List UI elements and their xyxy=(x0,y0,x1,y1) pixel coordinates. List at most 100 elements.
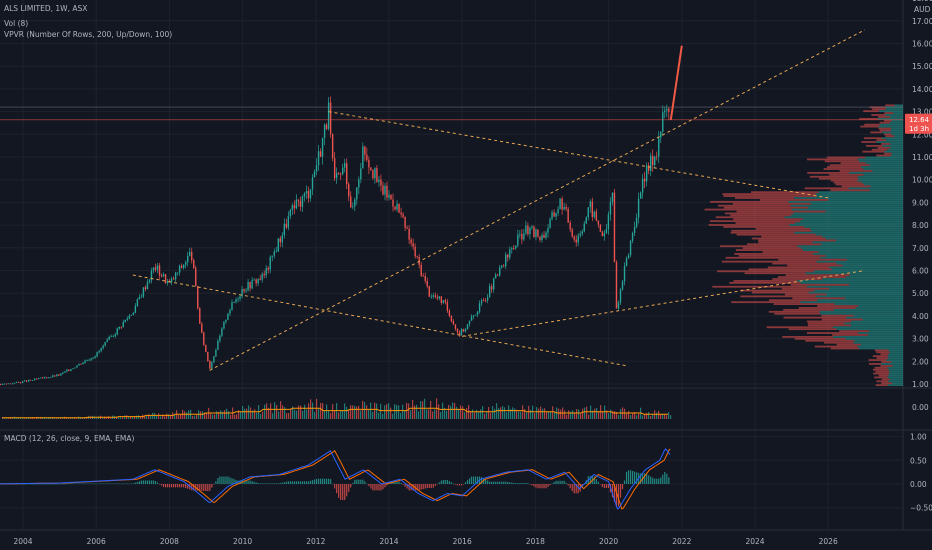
candle-body xyxy=(609,201,612,215)
volume-bar xyxy=(666,415,668,419)
volume-bar xyxy=(602,411,604,419)
candle-body xyxy=(48,377,50,379)
macd-histogram-bar xyxy=(82,483,84,485)
volume-bar xyxy=(104,416,106,419)
candle-body xyxy=(652,155,654,166)
candle-body xyxy=(617,302,620,309)
volume-profile-row-down xyxy=(806,320,852,323)
macd-histogram-bar xyxy=(38,483,40,485)
volume-profile-row-up xyxy=(869,330,903,333)
macd-histogram-bar xyxy=(621,484,624,490)
macd-histogram-bar xyxy=(80,483,82,485)
macd-histogram-bar xyxy=(235,479,237,484)
candle-body xyxy=(432,295,434,297)
macd-histogram-bar xyxy=(44,483,46,485)
volume-profile-row-up xyxy=(805,272,903,275)
candle-body xyxy=(595,211,598,221)
volume-bar xyxy=(298,405,300,419)
volume-bar xyxy=(394,404,396,419)
macd-axis-label: 1.00 xyxy=(910,433,927,442)
volume-profile-row-down xyxy=(730,231,795,234)
volume-bar xyxy=(432,411,434,419)
candle-body xyxy=(82,362,84,365)
volume-profile-row-down xyxy=(814,345,858,348)
macd-histogram-bar xyxy=(501,481,503,484)
candle-body xyxy=(100,348,102,352)
volume-profile-row-down xyxy=(709,220,801,223)
volume-bar xyxy=(620,408,622,419)
macd-axis-label: 0.50 xyxy=(910,456,927,465)
volume-bar xyxy=(242,406,244,419)
last-price-badge xyxy=(905,113,932,134)
candle-body xyxy=(267,268,269,270)
macd-histogram-bar xyxy=(164,484,167,488)
macd-histogram-bar xyxy=(203,484,205,491)
volume-bar xyxy=(414,405,416,419)
volume-bar xyxy=(200,411,202,419)
volume-profile-row-up xyxy=(818,251,903,253)
candle-body xyxy=(227,313,229,320)
macd-histogram-bar xyxy=(458,484,461,486)
candle-body xyxy=(293,205,296,209)
volume-profile-row-up xyxy=(797,245,903,248)
volume-profile-row-up xyxy=(865,156,903,159)
macd-histogram-bar xyxy=(640,473,642,484)
volume-profile-row-up xyxy=(885,108,903,111)
volume-bar xyxy=(382,413,384,419)
candle-body xyxy=(233,302,235,303)
volume-profile-row-down xyxy=(762,251,819,253)
candle-body xyxy=(662,112,664,132)
candle-body xyxy=(64,371,66,373)
volume-profile-row-down xyxy=(863,137,883,140)
volume-profile-row-down xyxy=(878,374,889,377)
macd-histogram-bar xyxy=(22,483,24,485)
candle-body xyxy=(219,335,221,341)
volume-profile-row-up xyxy=(829,287,903,290)
candle-body xyxy=(74,367,76,369)
volume-bar xyxy=(352,405,354,419)
volume-bar xyxy=(402,404,404,419)
volume-bar xyxy=(614,411,616,419)
volume-profile-row-down xyxy=(884,152,892,155)
volume-profile-row-up xyxy=(836,328,903,331)
candle-body xyxy=(446,301,449,311)
macd-histogram-bar xyxy=(440,480,442,484)
macd-histogram-bar xyxy=(601,484,603,488)
candle-body xyxy=(577,235,579,243)
volume-bar xyxy=(164,416,166,419)
macd-histogram-bar xyxy=(597,481,599,484)
macd-histogram-bar xyxy=(132,483,134,484)
volume-bar xyxy=(212,414,214,419)
candle-body xyxy=(452,321,455,325)
volume-bar xyxy=(76,418,78,419)
volume-profile-row-down xyxy=(879,121,890,124)
candle-body xyxy=(174,272,177,280)
volume-bar xyxy=(368,409,370,419)
macd-histogram-bar xyxy=(569,484,571,489)
volume-profile-row-up xyxy=(835,239,903,242)
macd-histogram-bar xyxy=(344,484,346,500)
candle-body xyxy=(573,236,575,240)
volume-bar xyxy=(120,417,122,419)
macd-histogram-bar xyxy=(424,484,426,489)
macd-histogram-bar xyxy=(559,480,561,484)
macd-histogram-bar xyxy=(593,476,595,484)
candle-body xyxy=(382,185,384,195)
candle-body xyxy=(271,255,273,257)
macd-histogram-bar xyxy=(543,484,545,489)
macd-histogram-bar xyxy=(460,484,463,486)
volume-bar xyxy=(268,407,270,419)
candle-body xyxy=(529,227,531,235)
volume-profile-row-down xyxy=(877,116,891,118)
volume-bar xyxy=(226,408,228,419)
macd-histogram-bar xyxy=(32,483,34,485)
volume-bar xyxy=(192,415,194,419)
volume-bar xyxy=(96,416,98,419)
volume-bar xyxy=(514,408,516,419)
volume-profile-row-down xyxy=(772,262,837,265)
macd-histogram-bar xyxy=(474,476,477,484)
candle-body xyxy=(13,382,16,384)
candle-body xyxy=(27,379,30,382)
volume-profile-row-down xyxy=(723,226,805,228)
